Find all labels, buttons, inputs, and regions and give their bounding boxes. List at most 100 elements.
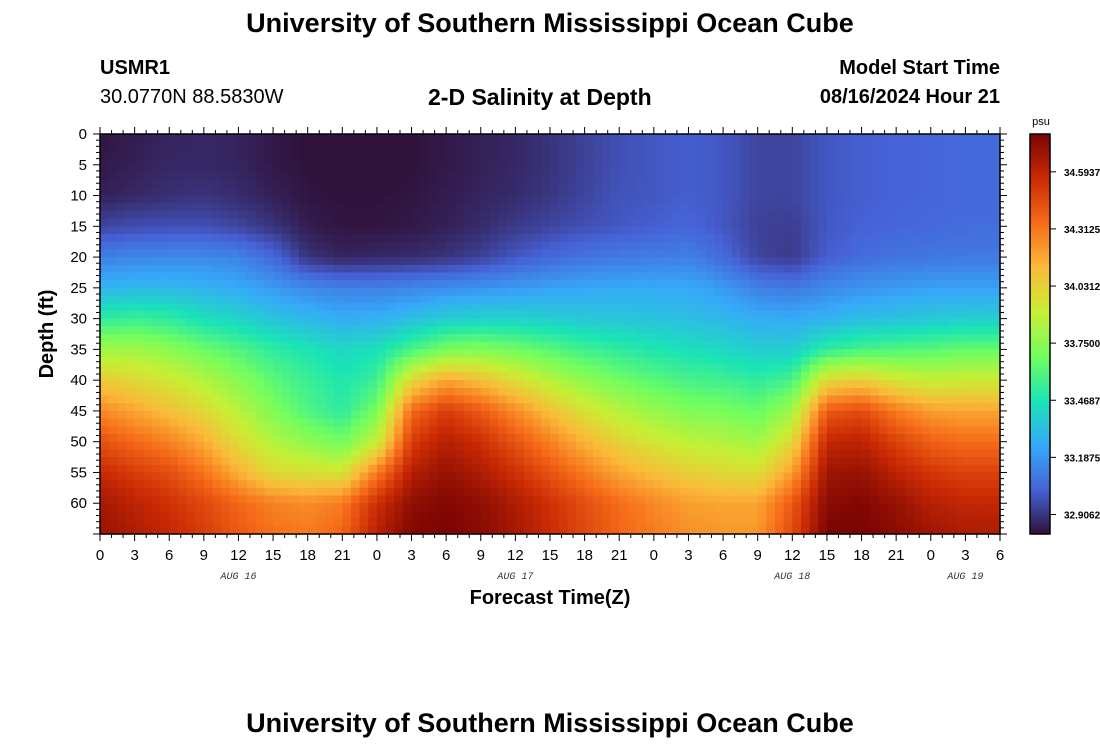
heatmap-cell	[437, 257, 447, 266]
heatmap-cell	[203, 218, 214, 227]
heatmap-cell	[567, 226, 577, 235]
heatmap-cell	[212, 357, 222, 366]
heatmap-cell	[766, 187, 776, 197]
heatmap-cell	[766, 434, 776, 443]
heatmap-cell	[307, 334, 317, 343]
heatmap-cell	[757, 395, 767, 404]
heatmap-cell	[125, 157, 136, 166]
heatmap-cell	[394, 203, 404, 212]
heatmap-cell	[472, 241, 482, 250]
heatmap-cell	[697, 195, 707, 204]
heatmap-cell	[541, 372, 551, 381]
heatmap-cell	[290, 134, 300, 143]
heatmap-cell	[818, 410, 828, 420]
heatmap-cell	[515, 410, 525, 420]
heatmap-cell	[325, 334, 335, 343]
heatmap-cell	[160, 249, 170, 258]
heatmap-cell	[290, 334, 300, 343]
heatmap-cell	[247, 272, 257, 281]
heatmap-cell	[446, 187, 456, 197]
heatmap-cell	[420, 226, 430, 235]
heatmap-cell	[558, 272, 568, 281]
heatmap-cell	[169, 134, 179, 143]
heatmap-cell	[731, 510, 741, 520]
heatmap-cell	[792, 234, 802, 243]
heatmap-cell	[480, 403, 491, 412]
heatmap-cell	[610, 464, 620, 474]
heatmap-cell	[273, 526, 283, 535]
heatmap-cell	[896, 480, 906, 489]
heatmap-cell	[740, 210, 750, 220]
heatmap-cell	[177, 449, 188, 458]
heatmap-cell	[273, 195, 283, 204]
heatmap-cell	[575, 318, 586, 327]
heatmap-cell	[818, 403, 828, 412]
heatmap-cell	[775, 264, 785, 274]
heatmap-cell	[671, 380, 681, 389]
heatmap-cell	[299, 418, 309, 427]
heatmap-cell	[913, 157, 923, 166]
heatmap-cell	[255, 310, 266, 320]
heatmap-cell	[766, 141, 776, 150]
heatmap-cell	[273, 141, 283, 150]
heatmap-cell	[117, 372, 127, 381]
heatmap-cell	[627, 472, 638, 481]
heatmap-cell	[238, 249, 248, 258]
heatmap-cell	[134, 264, 144, 274]
heatmap-cell	[601, 141, 612, 150]
heatmap-cell	[775, 364, 785, 374]
heatmap-cell	[723, 180, 733, 189]
heatmap-cell	[783, 357, 793, 366]
heatmap-cell	[489, 218, 499, 227]
heatmap-cell	[688, 464, 698, 474]
heatmap-cell	[688, 472, 698, 481]
heatmap-cell	[705, 241, 716, 250]
heatmap-cell	[212, 234, 222, 243]
heatmap-cell	[550, 487, 560, 497]
heatmap-cell	[411, 472, 421, 481]
heatmap-cell	[333, 272, 343, 281]
heatmap-cell	[870, 164, 880, 174]
heatmap-cell	[229, 172, 240, 181]
heatmap-cell	[792, 172, 802, 181]
heatmap-cell	[100, 241, 110, 250]
heatmap-cell	[826, 464, 837, 474]
heatmap-cell	[723, 357, 733, 366]
heatmap-cell	[852, 180, 863, 189]
heatmap-cell	[688, 195, 698, 204]
heatmap-cell	[550, 334, 560, 343]
heatmap-cell	[775, 241, 785, 250]
heatmap-cell	[299, 480, 309, 489]
heatmap-cell	[169, 487, 179, 497]
heatmap-cell	[705, 457, 716, 466]
heatmap-cell	[904, 395, 915, 404]
heatmap-cell	[541, 464, 551, 474]
heatmap-cell	[584, 195, 594, 204]
heatmap-cell	[385, 187, 395, 197]
heatmap-cell	[160, 180, 170, 189]
heatmap-cell	[792, 341, 802, 350]
heatmap-cell	[342, 303, 352, 312]
heatmap-cell	[567, 457, 577, 466]
heatmap-cell	[428, 218, 439, 227]
heatmap-cell	[524, 364, 534, 374]
heatmap-cell	[809, 157, 819, 166]
heatmap-cell	[809, 349, 819, 358]
heatmap-cell	[151, 172, 162, 181]
heatmap-cell	[575, 326, 586, 335]
heatmap-cell	[299, 472, 309, 481]
heatmap-cell	[273, 372, 283, 381]
heatmap-cell	[878, 334, 889, 343]
heatmap-cell	[169, 295, 179, 304]
heatmap-cell	[229, 157, 240, 166]
heatmap-cell	[402, 372, 413, 381]
heatmap-cell	[645, 395, 655, 404]
heatmap-cell	[463, 218, 473, 227]
heatmap-cell	[723, 149, 733, 158]
heatmap-cell	[723, 472, 733, 481]
heatmap-cell	[160, 380, 170, 389]
heatmap-cell	[645, 464, 655, 474]
heatmap-cell	[480, 410, 491, 420]
heatmap-cell	[593, 464, 603, 474]
heatmap-cell	[264, 280, 274, 289]
